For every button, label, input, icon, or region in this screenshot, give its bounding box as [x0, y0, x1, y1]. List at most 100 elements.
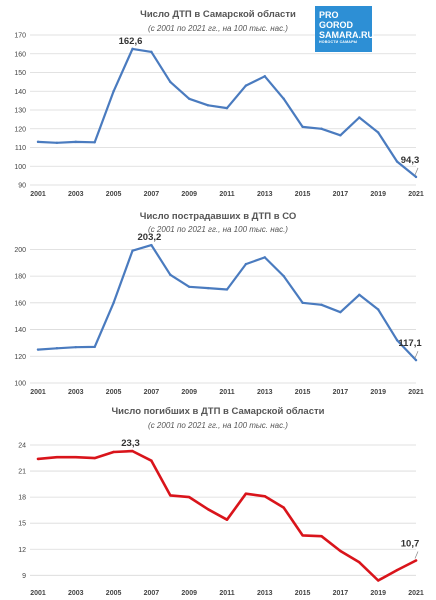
chart-2-y-tick-label: 200	[14, 247, 26, 254]
chart-2-point	[36, 348, 40, 351]
chart-3-data-label: 10,7	[401, 539, 420, 550]
chart-3-point	[244, 492, 248, 495]
chart-1-x-tick-label: 2011	[219, 191, 234, 198]
chart-3-x-tick-label: 2021	[408, 590, 424, 597]
chart-1-x-tick-label: 2001	[30, 191, 46, 198]
chart-3-point	[414, 559, 418, 562]
chart-1-y-tick-label: 90	[18, 183, 26, 190]
chart-3-point	[169, 494, 172, 497]
chart-1-point	[301, 125, 304, 129]
chart-2-point	[74, 345, 78, 349]
chart-1-x-tick-label: 2013	[257, 191, 273, 198]
chart-3-x-tick-label: 2017	[333, 590, 349, 597]
chart-2-point	[301, 301, 304, 305]
chart-2-x-tick-label: 2019	[370, 389, 386, 396]
chart-3-y-tick-label: 18	[18, 495, 26, 502]
chart-3-point	[188, 495, 191, 499]
chart-1-point	[55, 141, 59, 145]
chart-3-x-tick-label: 2001	[30, 590, 46, 597]
chart-1-x-tick-label: 2005	[106, 191, 122, 198]
chart-1-x-tick-label: 2017	[333, 191, 349, 198]
chart-3-y-tick-label: 12	[18, 547, 26, 554]
chart-1-y-tick-label: 150	[14, 70, 26, 77]
chart-2-data-label: 117,1	[398, 338, 422, 349]
chart-3-annotation-leader	[414, 551, 419, 559]
chart-3-title: Число погибших в ДТП в Самарской области	[111, 406, 325, 417]
chart-2-x-tick-label: 2009	[181, 389, 197, 396]
chart-2-title: Число пострадавших в ДТП в СО	[139, 211, 297, 222]
chart-1-point	[36, 140, 40, 144]
chart-2-point	[131, 249, 134, 252]
chart-1-point	[74, 140, 78, 144]
chart-3-point	[339, 549, 342, 553]
chart-2-x-tick-label: 2005	[106, 389, 122, 396]
chart-3-point	[36, 457, 40, 461]
chart-3-x-tick-label: 2015	[295, 590, 311, 597]
chart-2-point	[414, 358, 418, 362]
logo-line-3: SAMARA.RU	[319, 30, 374, 40]
chart-1-point	[244, 84, 248, 87]
chart-1-point	[150, 50, 153, 54]
chart-1-subtitle: (с 2001 по 2021 гг., на 100 тыс. нас.)	[148, 24, 288, 33]
chart-1-y-tick-label: 140	[14, 89, 26, 96]
chart-1-data-label: 94,3	[401, 155, 420, 166]
chart-2-point	[55, 347, 59, 350]
chart-2-x-tick-label: 2007	[144, 389, 160, 396]
chart-1-x-tick-label: 2007	[144, 191, 160, 198]
chart-1-y-tick-label: 130	[14, 108, 26, 115]
chart-1-x-tick-label: 2015	[295, 191, 311, 198]
chart-1-point	[282, 97, 285, 100]
chart-3-point	[282, 506, 285, 509]
chart-1-y-tick-label: 100	[14, 164, 26, 171]
chart-1-point	[188, 97, 191, 100]
pro-gorod-samara-logo[interactable]: PRO GOROD SAMARA.RU НОВОСТИ САМАРЫ	[315, 6, 374, 52]
chart-2-y-tick-label: 180	[14, 274, 26, 281]
chart-2-x-tick-label: 2001	[30, 389, 46, 396]
chart-2-x-tick-label: 2017	[333, 389, 349, 396]
chart-3-y-tick-label: 15	[18, 521, 26, 528]
chart-3-y-tick-label: 21	[18, 469, 26, 476]
logo-line-2: GOROD	[319, 20, 354, 30]
chart-1-x-tick-label: 2019	[370, 191, 386, 198]
chart-1-x-tick-label: 2009	[181, 191, 197, 198]
chart-3-x-tick-label: 2011	[219, 590, 234, 597]
chart-3-y-tick-label: 24	[18, 443, 26, 450]
chart-1-point	[320, 127, 323, 130]
chart-1-y-tick-label: 170	[14, 33, 26, 40]
chart-3-point	[377, 579, 380, 582]
chart-3-x-tick-label: 2019	[370, 590, 386, 597]
chart-1-point	[131, 47, 134, 51]
chart-1-series-line	[36, 47, 418, 178]
chart-2-point	[358, 293, 361, 296]
chart-3-point	[301, 534, 304, 537]
chart-2-point	[320, 303, 323, 307]
chart-3-point	[74, 455, 78, 459]
chart-3-point	[320, 535, 323, 538]
chart-2-y-tick-label: 100	[14, 381, 26, 388]
chart-3-x-tick-label: 2007	[144, 590, 160, 597]
chart-3-series-line	[36, 449, 418, 582]
chart-1-point	[93, 141, 96, 144]
chart-2-y-tick-label: 140	[14, 327, 26, 334]
chart-2-x-tick-label: 2021	[408, 389, 424, 396]
chart-1-point	[112, 90, 115, 93]
chart-3-point	[150, 459, 153, 462]
chart-3-x-tick-label: 2005	[106, 590, 122, 597]
chart-1-point	[358, 116, 361, 119]
chart-3-subtitle: (с 2001 по 2021 гг., на 100 тыс. нас.)	[148, 421, 288, 430]
chart-3-data-label: 23,3	[121, 438, 140, 449]
chart-1-y-tick-label: 110	[15, 145, 26, 152]
chart-3-y-tick-label: 9	[22, 573, 26, 580]
chart-3-point	[131, 449, 134, 453]
chart-3-x-tick-label: 2013	[257, 590, 273, 597]
chart-2-subtitle: (с 2001 по 2021 гг., на 100 тыс. нас.)	[148, 225, 288, 234]
chart-1-point	[206, 104, 210, 107]
chart-3-x-tick-label: 2003	[68, 590, 84, 597]
chart-2-x-tick-label: 2013	[257, 389, 273, 396]
chart-1-point	[339, 134, 342, 137]
chart-1-annotation-leader	[414, 167, 419, 176]
chart-3-point	[93, 456, 96, 460]
chart-2-y-tick-label: 120	[14, 354, 26, 361]
chart-2-x-tick-label: 2011	[219, 389, 234, 396]
